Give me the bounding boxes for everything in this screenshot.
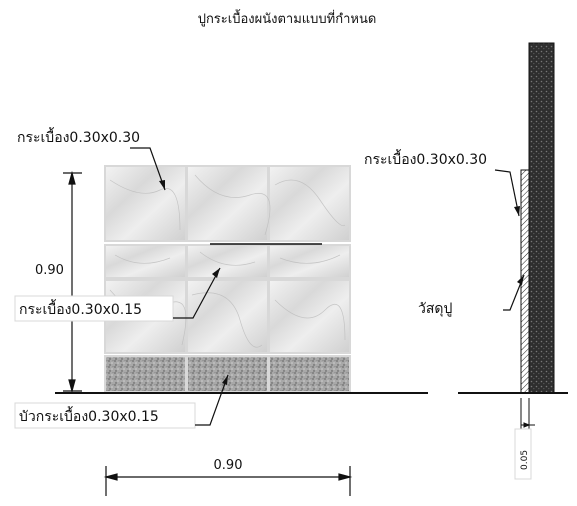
- label-section-material: วัสดุปู: [418, 301, 452, 317]
- tile-base: [186, 355, 269, 393]
- label-tile-large: กระเบื้อง0.30x0.30: [17, 127, 140, 146]
- leader-tile-base: [195, 374, 229, 426]
- tile-large: [268, 279, 351, 354]
- label-tile-base: บัวกระเบื้อง0.30x0.15: [19, 406, 159, 425]
- tile-grid: [104, 165, 351, 393]
- leader-tile-large: [130, 147, 166, 191]
- tile-large: [186, 279, 269, 354]
- drawing-title: ปูกระเบื้องผนังตามแบบที่กำหนด: [198, 9, 377, 27]
- marble-veins: [109, 174, 346, 348]
- tile-small: [186, 244, 269, 279]
- label-section-tile: กระเบื้อง0.30x0.30: [364, 149, 487, 168]
- tile-base: [104, 355, 187, 393]
- leader-tile-small: [173, 267, 221, 319]
- label-tile-small: กระเบื้อง0.30x0.15: [19, 299, 142, 318]
- tile-large: [186, 165, 269, 242]
- tile-large: [104, 165, 187, 242]
- width-dimension: [103, 466, 353, 496]
- label-box-thickness: [514, 428, 532, 480]
- wall-section: [528, 42, 555, 394]
- leader-section-tile: [494, 169, 520, 217]
- height-dimension: [63, 170, 82, 394]
- label-box-tile-base: [14, 402, 196, 429]
- label-box-tile-small: [14, 295, 174, 322]
- thickness-dimension: [520, 398, 535, 432]
- tile-large: [268, 165, 351, 242]
- tile-small: [104, 244, 187, 279]
- label-section-thickness: 0.05: [520, 450, 530, 470]
- leader-section-material: [503, 274, 525, 311]
- tile-small: [268, 244, 351, 279]
- height-dimension-label: 0.90: [35, 263, 64, 278]
- tile-base: [268, 355, 351, 393]
- width-dimension-label: 0.90: [214, 458, 243, 473]
